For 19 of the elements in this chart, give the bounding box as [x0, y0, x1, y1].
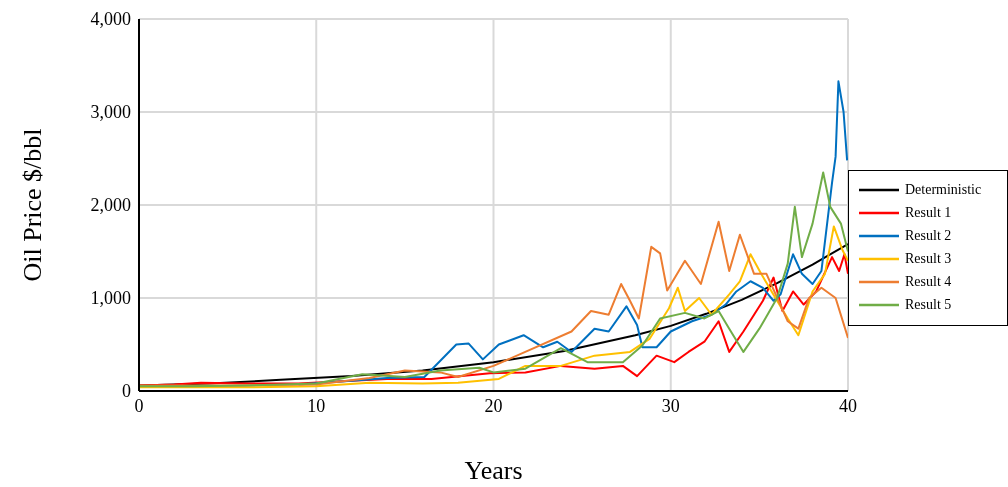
y-tick-label: 0	[122, 381, 131, 402]
y-tick-label: 2,000	[90, 195, 131, 216]
x-tick-label: 40	[839, 395, 857, 416]
legend-label: Result 3	[905, 251, 952, 267]
legend-label: Result 4	[905, 274, 952, 290]
legend-label: Result 5	[905, 297, 952, 313]
x-tick-label: 30	[661, 395, 680, 416]
legend-label: Result 1	[905, 205, 952, 221]
x-tick-label: 10	[307, 395, 326, 416]
x-tick-label: 20	[484, 395, 503, 416]
x-axis-title: Years	[464, 456, 523, 485]
line-series	[139, 171, 848, 388]
y-axis-title: Oil Price $/bbl	[18, 128, 48, 282]
y-tick-label: 3,000	[90, 102, 131, 123]
legend-label: Result 2	[905, 228, 952, 244]
y-tick-label: 4,000	[90, 9, 131, 30]
y-tick-label: 1,000	[90, 288, 131, 309]
x-tick-label: 0	[134, 395, 144, 416]
legend-label: Deterministic	[905, 182, 982, 198]
